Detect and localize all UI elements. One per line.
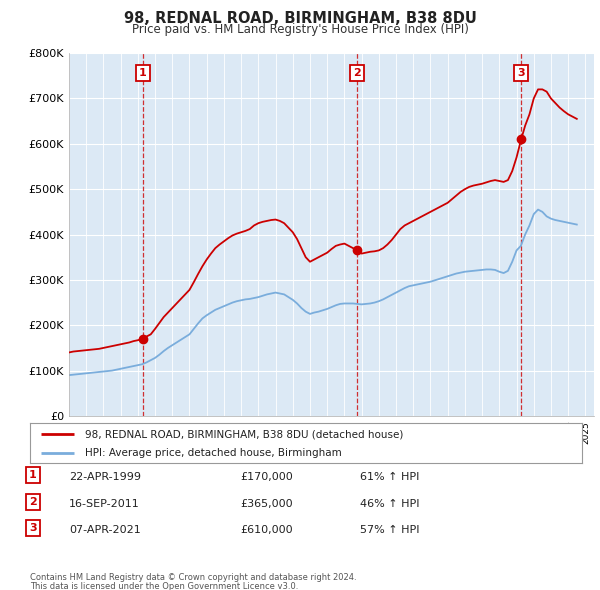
Text: 2: 2: [29, 497, 37, 507]
Text: This data is licensed under the Open Government Licence v3.0.: This data is licensed under the Open Gov…: [30, 582, 298, 590]
Text: 22-APR-1999: 22-APR-1999: [69, 472, 141, 482]
Text: 1: 1: [139, 68, 147, 78]
Text: 61% ↑ HPI: 61% ↑ HPI: [360, 472, 419, 482]
Text: 98, REDNAL ROAD, BIRMINGHAM, B38 8DU: 98, REDNAL ROAD, BIRMINGHAM, B38 8DU: [124, 11, 476, 25]
Text: £610,000: £610,000: [240, 525, 293, 535]
Text: 46% ↑ HPI: 46% ↑ HPI: [360, 499, 419, 509]
Text: Price paid vs. HM Land Registry's House Price Index (HPI): Price paid vs. HM Land Registry's House …: [131, 23, 469, 36]
Text: 98, REDNAL ROAD, BIRMINGHAM, B38 8DU (detached house): 98, REDNAL ROAD, BIRMINGHAM, B38 8DU (de…: [85, 430, 404, 440]
Text: £170,000: £170,000: [240, 472, 293, 482]
Text: Contains HM Land Registry data © Crown copyright and database right 2024.: Contains HM Land Registry data © Crown c…: [30, 573, 356, 582]
Text: 2: 2: [353, 68, 361, 78]
Text: 16-SEP-2011: 16-SEP-2011: [69, 499, 140, 509]
Text: 1: 1: [29, 470, 37, 480]
Text: 57% ↑ HPI: 57% ↑ HPI: [360, 525, 419, 535]
Text: HPI: Average price, detached house, Birmingham: HPI: Average price, detached house, Birm…: [85, 448, 342, 458]
Text: 07-APR-2021: 07-APR-2021: [69, 525, 141, 535]
Text: 3: 3: [517, 68, 525, 78]
Text: 3: 3: [29, 523, 37, 533]
Text: £365,000: £365,000: [240, 499, 293, 509]
